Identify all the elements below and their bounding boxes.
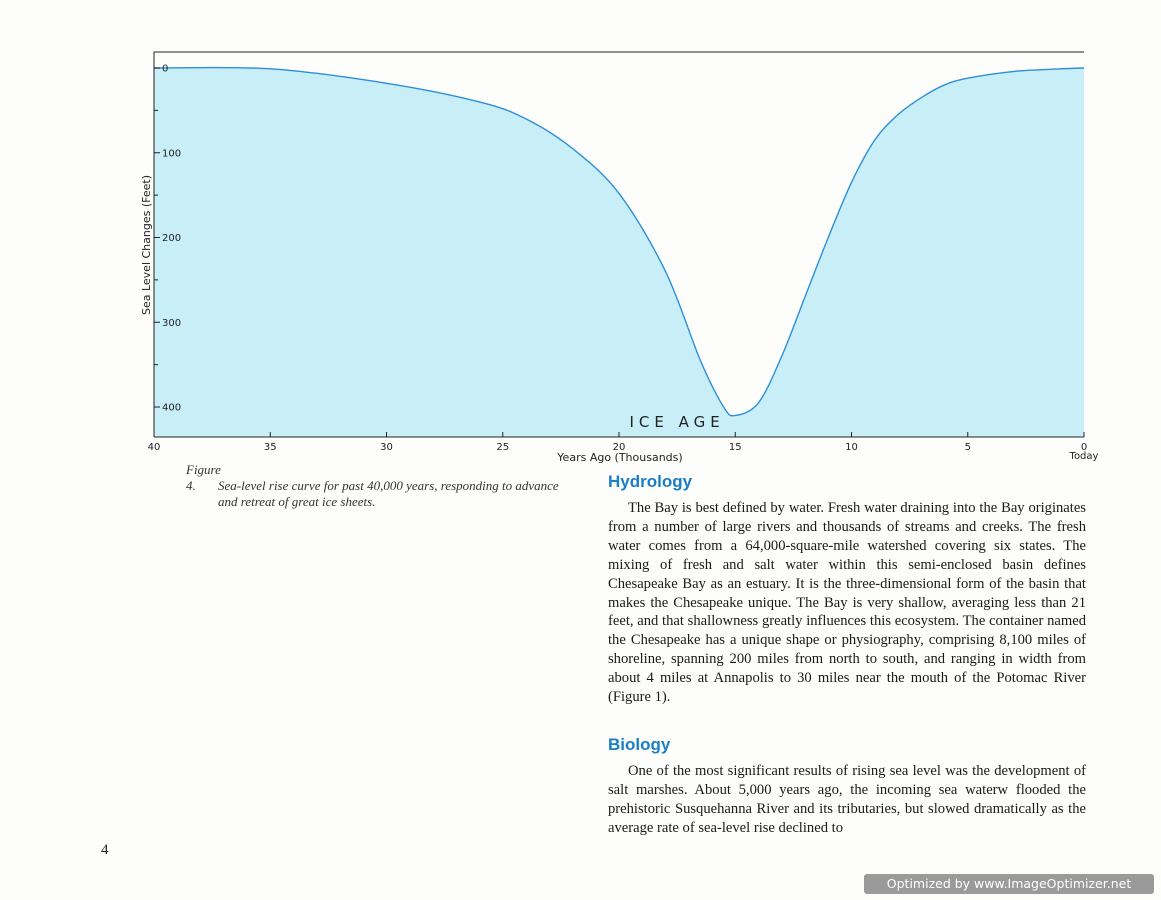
y-tick-label: 200 xyxy=(162,233,181,244)
y-axis-label: Sea Level Change​s (Feet) xyxy=(140,175,153,315)
x-axis-label: Years Ago (Thousands) xyxy=(556,451,682,464)
x-tick-label: 35 xyxy=(264,442,277,453)
y-tick-label: 400 xyxy=(162,403,181,414)
x-tick-sublabel: Today xyxy=(1069,451,1099,462)
figure-caption: Figure 4. Sea-level rise curve for past 4… xyxy=(186,462,576,510)
y-tick-label: 300 xyxy=(162,318,181,329)
x-tick-label: 40 xyxy=(148,442,161,453)
biology-heading: Biology xyxy=(608,735,671,754)
caption-line-2: and retreat of great ice sheets. xyxy=(218,494,376,509)
x-tick-label: 20 xyxy=(613,442,626,453)
y-tick-label: 100 xyxy=(162,148,181,159)
ice-age-annotation: ICE AGE xyxy=(630,413,725,431)
figure-number: Figure 4. xyxy=(186,462,221,493)
caption-line-1: Sea-level rise curve for past 40,000 yea… xyxy=(218,478,559,493)
x-tick-label: 0 xyxy=(1081,442,1087,453)
x-tick-label: 10 xyxy=(845,442,858,453)
x-tick-label: 5 xyxy=(965,442,971,453)
hydrology-heading: Hydrology xyxy=(608,472,693,491)
sea-level-area xyxy=(154,67,1084,437)
sea-level-line xyxy=(153,66,1085,417)
x-tick-label: 25 xyxy=(496,442,509,453)
page-number: 4 xyxy=(101,842,109,858)
y-tick-label: 0 xyxy=(162,64,168,75)
x-tick-label: 15 xyxy=(729,442,742,453)
optimizer-watermark: Optimized by www.ImageOptimizer.net xyxy=(864,874,1154,894)
x-tick-label: 30 xyxy=(380,442,393,453)
hydrology-paragraph: The Bay is best defined by water. Fresh … xyxy=(608,500,1086,706)
biology-paragraph: One of the most significant results of r… xyxy=(608,763,1086,836)
